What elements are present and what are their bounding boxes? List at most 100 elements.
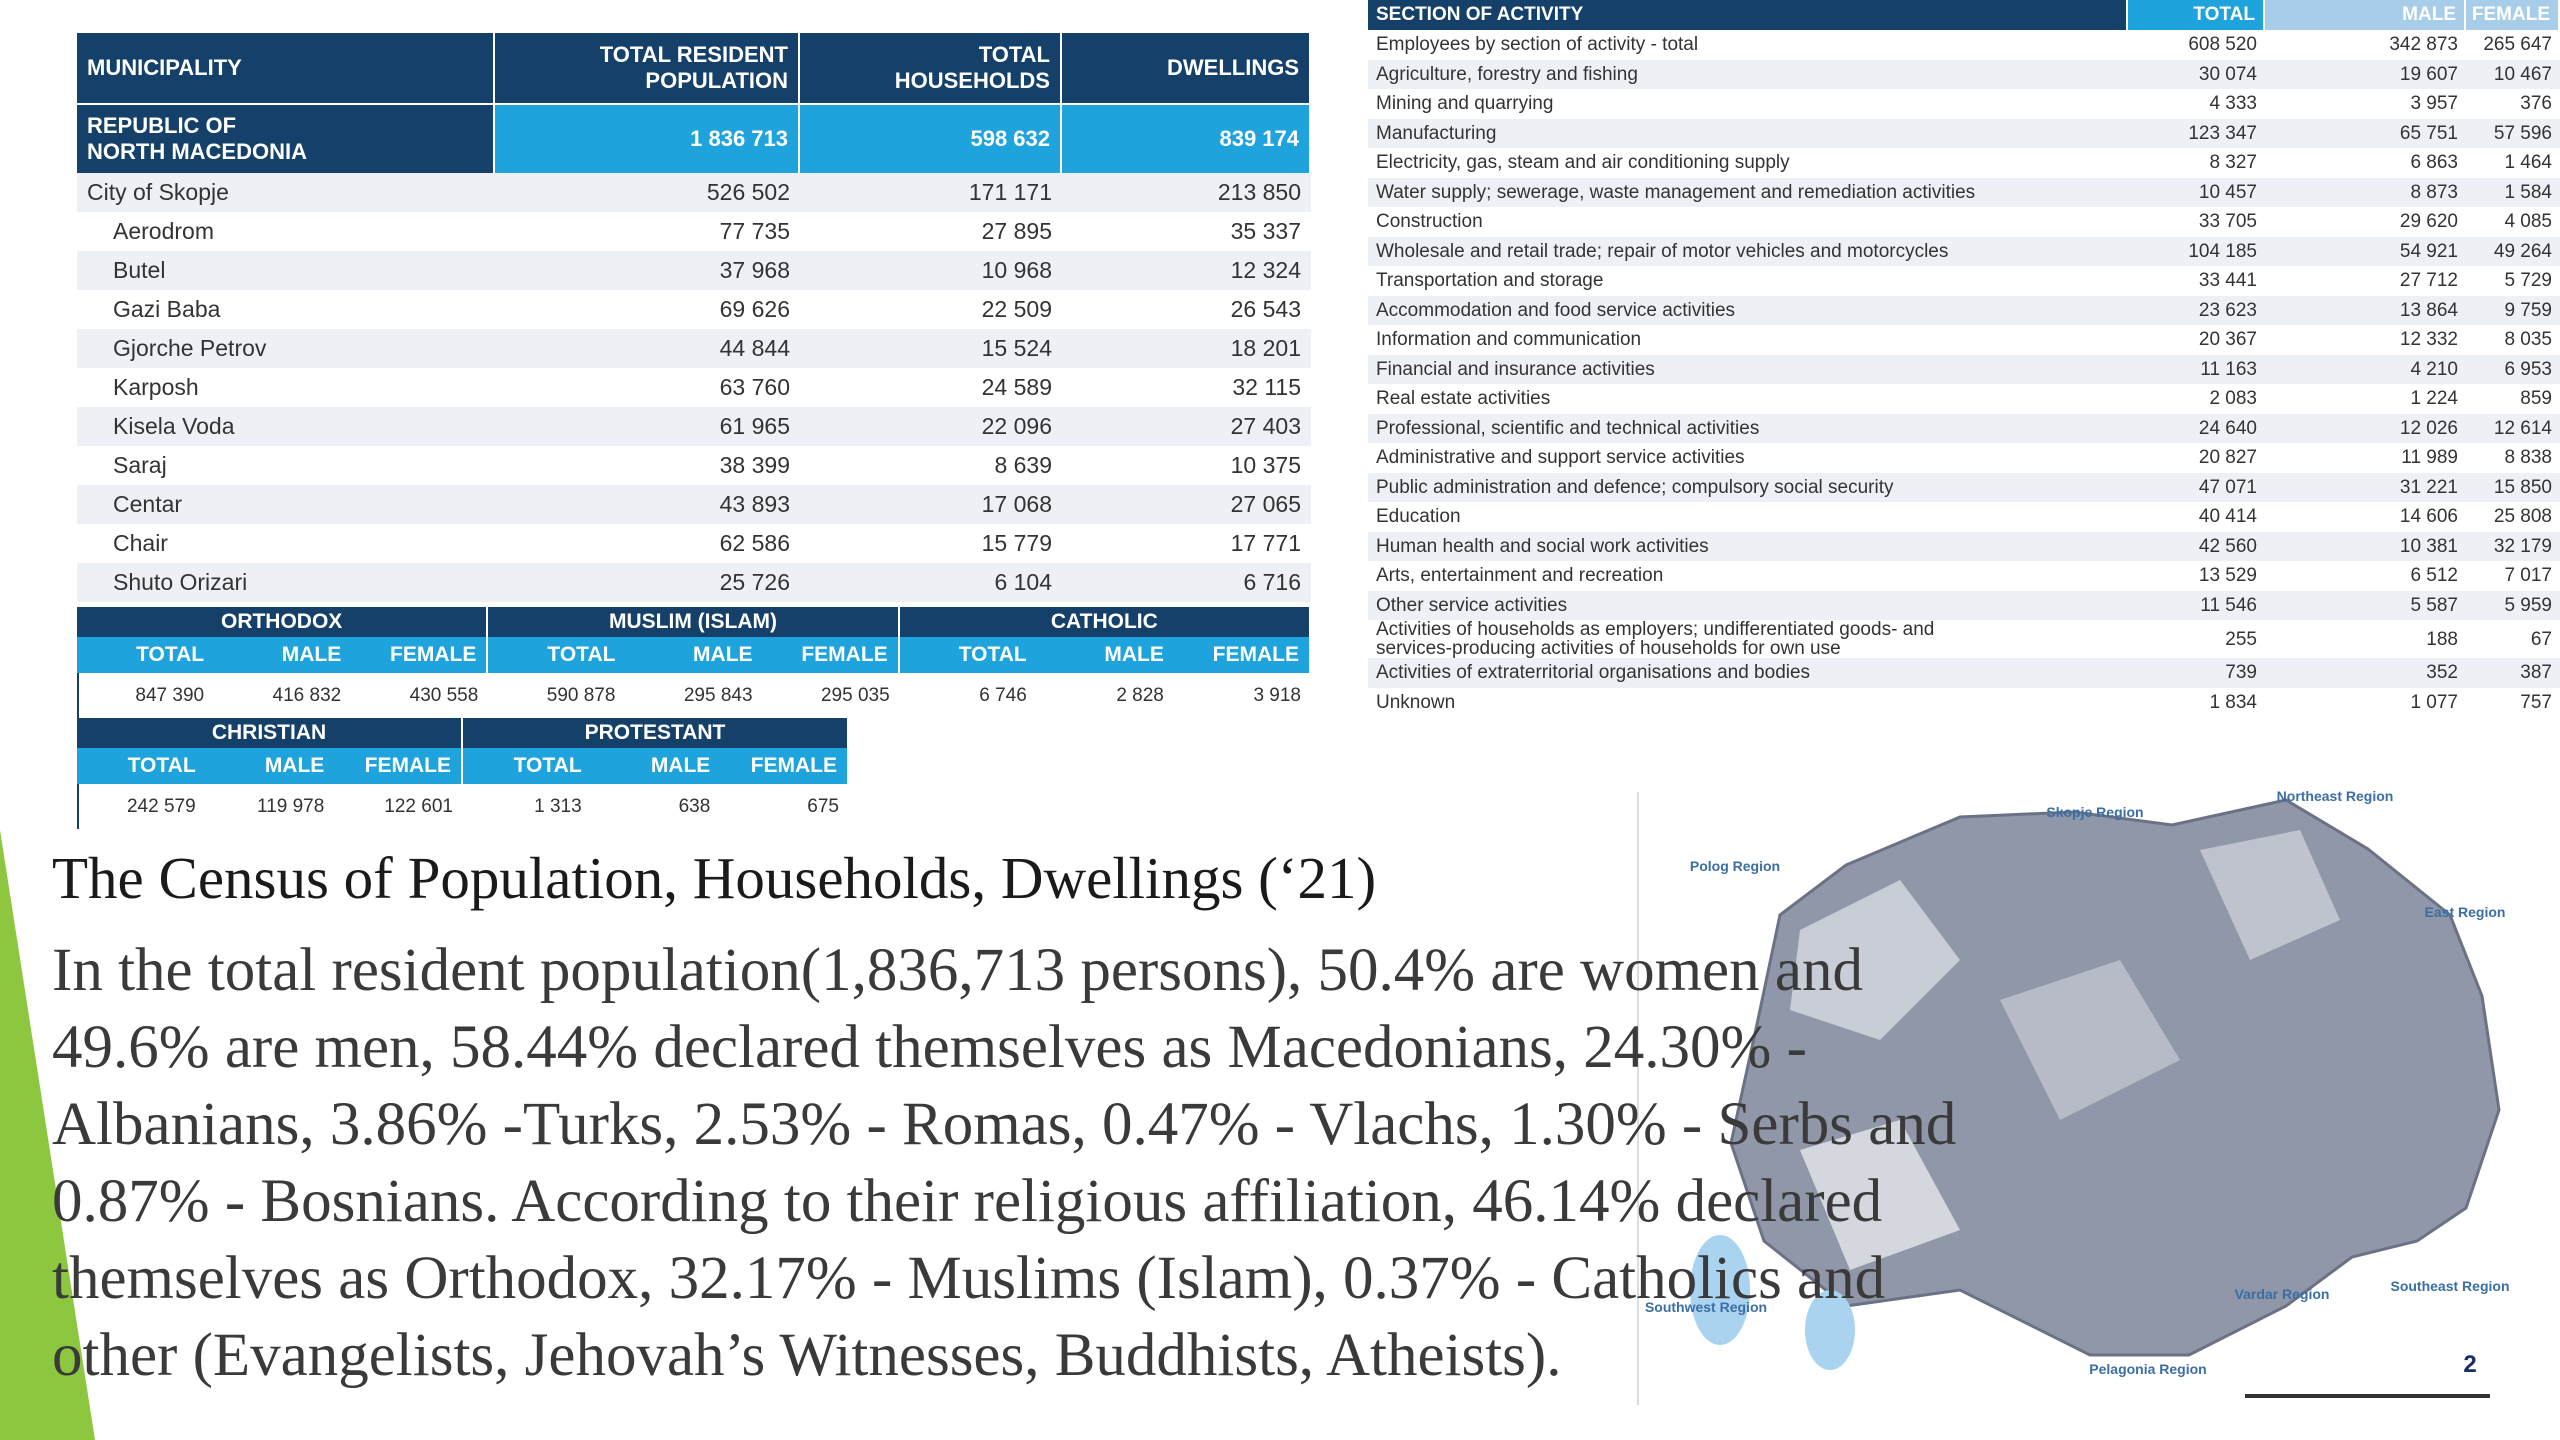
table-cell: 42 560 xyxy=(2198,535,2257,557)
table-cell: 13 864 xyxy=(2399,299,2458,321)
table-cell: 5 959 xyxy=(2504,594,2552,616)
table-row: Activities of households as employers; u… xyxy=(1368,620,2560,658)
value-cell: 119 978 xyxy=(257,795,325,817)
table-cell: Kisela Voda xyxy=(77,407,495,446)
value-cell: 2 828 xyxy=(1116,684,1164,706)
table-cell: 65 751 xyxy=(2399,122,2458,144)
table-cell: 23 623 xyxy=(2198,299,2257,321)
value-cell: 675 xyxy=(807,795,839,817)
sub-header: TOTAL xyxy=(488,637,626,673)
table-cell: Water supply; sewerage, waste management… xyxy=(1376,181,1976,203)
map-label: Vardar Region xyxy=(2234,1286,2330,1302)
group-header: ORTHODOX xyxy=(77,607,489,637)
sub-header: MALE xyxy=(625,637,763,673)
table-cell: Centar xyxy=(77,485,495,524)
table-cell: 33 705 xyxy=(2198,211,2257,233)
table-cell: 6 716 xyxy=(1062,563,1311,602)
table-cell: 10 457 xyxy=(2198,181,2257,203)
table-cell: 4 085 xyxy=(2504,211,2552,233)
table-cell: 77 735 xyxy=(495,212,800,251)
sub-header: FEMALE xyxy=(720,748,849,784)
table-row: Education 40 414 14 606 25 808 xyxy=(1368,502,2560,532)
table-cell: 123 347 xyxy=(2188,122,2257,144)
table-cell: 20 367 xyxy=(2198,329,2257,351)
table-cell: 526 502 xyxy=(495,173,800,212)
slide-title: The Census of Population, Households, Dw… xyxy=(52,844,1377,911)
sub-header: FEMALE xyxy=(762,637,900,673)
map-area xyxy=(1790,880,1960,1040)
table-cell: 27 065 xyxy=(1062,485,1311,524)
table-cell: 22 509 xyxy=(800,290,1062,329)
map-label: Skopje Region xyxy=(2046,804,2144,820)
table-cell: 8 327 xyxy=(2209,152,2257,174)
table-cell: 8 838 xyxy=(2504,447,2552,469)
table-cell: Administrative and support service activ… xyxy=(1376,447,1745,469)
table-cell: 1 584 xyxy=(2504,181,2552,203)
table-cell: Human health and social work activities xyxy=(1376,535,1709,557)
table-cell: 6 104 xyxy=(800,563,1062,602)
table-cell: 11 989 xyxy=(2401,447,2458,469)
table-cell: 15 779 xyxy=(800,524,1062,563)
table-cell: 5 729 xyxy=(2504,270,2552,292)
map-label: Northeast Region xyxy=(2276,788,2394,804)
total-cell: 839 174 xyxy=(1062,103,1311,173)
group-header: CHRISTIAN xyxy=(77,718,463,748)
header-cell: FEMALE xyxy=(2466,0,2560,30)
lake xyxy=(1805,1290,1855,1370)
table-cell: Other service activities xyxy=(1376,594,1568,616)
map-label: Southwest Region xyxy=(1644,1299,1768,1315)
table-cell: 2 083 xyxy=(2209,388,2257,410)
table-cell: Public administration and defence; compu… xyxy=(1376,476,1894,498)
table-cell: 44 844 xyxy=(495,329,800,368)
value-cell: 590 878 xyxy=(546,684,616,706)
table-cell: Professional, scientific and technical a… xyxy=(1376,417,1760,439)
table-cell: 342 873 xyxy=(2389,34,2458,56)
lake xyxy=(1690,1235,1750,1345)
table-cell: 25 808 xyxy=(2493,506,2552,528)
table-cell: Financial and insurance activities xyxy=(1376,358,1655,380)
table-cell: 4 333 xyxy=(2209,93,2257,115)
table-cell: 61 965 xyxy=(495,407,800,446)
table-cell: 255 xyxy=(2225,628,2257,650)
value-cell: 295 035 xyxy=(820,684,890,706)
table-cell: 6 512 xyxy=(2410,565,2458,587)
table-cell: 13 529 xyxy=(2198,565,2257,587)
table-row: Administrative and support service activ… xyxy=(1368,443,2560,473)
table-cell: 608 520 xyxy=(2188,34,2257,56)
table-row: Human health and social work activities 4… xyxy=(1368,531,2560,561)
table-row: Employees by section of activity - total… xyxy=(1368,30,2560,60)
table-cell: 10 968 xyxy=(800,251,1062,290)
table-cell: 27 712 xyxy=(2399,270,2458,292)
table-cell: Accommodation and food service activitie… xyxy=(1376,299,1736,321)
sub-header: FEMALE xyxy=(351,637,489,673)
table-row: Transportation and storage 33 441 27 712 5 … xyxy=(1368,266,2560,296)
map-label: Pelagonia Region xyxy=(2089,1361,2207,1377)
table-row: Other service activities 11 546 5 587 5 959 xyxy=(1368,590,2560,620)
table-cell: 1 464 xyxy=(2504,152,2552,174)
table-cell: 43 893 xyxy=(495,485,800,524)
table-cell: 69 626 xyxy=(495,290,800,329)
table-row: Water supply; sewerage, waste management… xyxy=(1368,177,2560,207)
table-cell: 213 850 xyxy=(1062,173,1311,212)
table-cell: Mining and quarrying xyxy=(1376,93,1554,115)
value-cell: 6 746 xyxy=(979,684,1027,706)
group-header: PROTESTANT xyxy=(463,718,849,748)
table-cell: 63 760 xyxy=(495,368,800,407)
value-cell: 430 558 xyxy=(409,684,479,706)
header-cell: MALE xyxy=(2265,0,2466,30)
table-cell: 11 163 xyxy=(2200,358,2257,380)
value-cell: 847 390 xyxy=(135,684,205,706)
table-cell: 9 759 xyxy=(2504,299,2552,321)
table-cell: 35 337 xyxy=(1062,212,1311,251)
table-cell: 27 895 xyxy=(800,212,1062,251)
table-cell: Arts, entertainment and recreation xyxy=(1376,565,1664,587)
table-cell: Activities of extraterritorial organisat… xyxy=(1376,662,1811,684)
header-cell: TOTAL xyxy=(2128,0,2265,30)
body-line: In the total resident population(1,836,7… xyxy=(52,936,1863,1004)
table-cell: 24 640 xyxy=(2198,417,2257,439)
table-cell: 17 068 xyxy=(800,485,1062,524)
table-cell: 1 077 xyxy=(2410,691,2458,713)
table-cell: Karposh xyxy=(77,368,495,407)
table-row: Mining and quarrying 4 333 3 957 376 xyxy=(1368,89,2560,119)
